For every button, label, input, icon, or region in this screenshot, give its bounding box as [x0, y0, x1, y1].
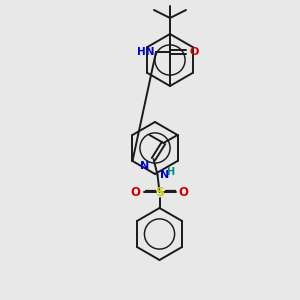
Text: HN: HN [136, 47, 154, 57]
Text: O: O [190, 47, 200, 57]
Text: O: O [130, 185, 140, 199]
Text: N: N [160, 170, 169, 180]
Text: N: N [140, 161, 149, 171]
Text: S: S [155, 185, 164, 199]
Text: H: H [167, 167, 175, 177]
Text: O: O [178, 185, 188, 199]
